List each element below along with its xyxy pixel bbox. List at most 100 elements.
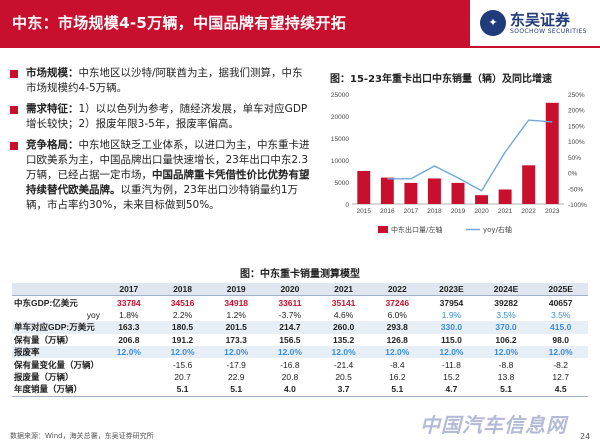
legend-swatch-bars bbox=[378, 226, 388, 233]
table-cell: 12.0% bbox=[424, 345, 479, 359]
table-cell: 126.8 bbox=[386, 334, 408, 345]
table-cell: 415.0 bbox=[533, 321, 588, 334]
table-cell: 3.7 bbox=[316, 383, 371, 397]
table-cell: 37246 bbox=[385, 297, 410, 308]
table-cell: 180.5 bbox=[155, 321, 210, 334]
table-cell: -8.2 bbox=[553, 359, 568, 370]
table-cell: 12.7 bbox=[552, 371, 569, 382]
table-cell: 20.7 bbox=[174, 371, 191, 382]
y-right-tick-label: 0% bbox=[568, 171, 578, 178]
table-column-header: 2023E bbox=[424, 283, 479, 297]
page-number: 24 bbox=[580, 432, 591, 441]
table-cell: 2.2% bbox=[172, 309, 193, 320]
bullet-key: 竞争格局： bbox=[26, 139, 79, 151]
bullet-body: 中东地区缺乏工业体系，以进口为主，中东重卡进口欧美系为主，中国品牌出口量快速增长… bbox=[26, 139, 310, 181]
table-cell: 1.8% bbox=[119, 309, 139, 320]
table-cell: 260.0 bbox=[316, 321, 371, 334]
header-divider bbox=[0, 46, 600, 48]
row-label: yoy bbox=[86, 309, 100, 320]
row-label: 保有量（万辆） bbox=[14, 334, 74, 345]
y-right-tick-label: -100% bbox=[568, 202, 587, 209]
y-left-tick-label: 10000 bbox=[331, 158, 349, 165]
table-column-header: 2018 bbox=[155, 283, 210, 297]
bar bbox=[522, 165, 536, 204]
watermark: 中国汽车信息网 bbox=[420, 413, 567, 437]
y-left-tick-label: 20000 bbox=[331, 114, 349, 121]
bullet-text: 需求特征：1）以以色列为参考，随经济发展，单车对应GDP增长较快；2）报废年限3… bbox=[26, 102, 310, 132]
table-cell: 173.3 bbox=[225, 334, 247, 345]
table-cell: 293.8 bbox=[370, 321, 425, 334]
table-column-header: 2021 bbox=[316, 283, 371, 297]
table-column-header: 2022 bbox=[370, 283, 425, 297]
table-column-header: 2025E bbox=[533, 283, 588, 297]
sales-model-table: 2017 2018 2019 2020 2021 2022 2023E 2024E 2025E 中… bbox=[12, 283, 588, 397]
source-note: 数据来源：Wind，海关总署，东吴证券研究所 bbox=[10, 432, 154, 440]
table-cell: 370.0 bbox=[478, 321, 534, 334]
row-label: 报废量（万辆） bbox=[14, 371, 74, 382]
table-cell: 214.7 bbox=[263, 321, 317, 334]
x-tick-label: 2021 bbox=[498, 208, 513, 215]
table-cell: 12.0% bbox=[533, 345, 588, 359]
bar bbox=[427, 178, 441, 204]
y-right-tick-label: 150% bbox=[568, 123, 585, 130]
page-title: 中东：市场规模4-5万辆，中国品牌有望持续开拓 bbox=[0, 0, 470, 46]
x-tick-label: 2015 bbox=[357, 208, 372, 215]
legend-label-bars: 中东出口量/左轴 bbox=[391, 225, 442, 234]
logo-text-cn: 东吴证券 bbox=[510, 11, 571, 29]
table-cell: 135.2 bbox=[332, 334, 355, 345]
bullet-key: 市场规模： bbox=[26, 67, 79, 79]
bar bbox=[475, 195, 489, 204]
row-label: 年度销量（万辆） bbox=[12, 383, 102, 397]
bar bbox=[545, 102, 559, 204]
bullet-marker-icon bbox=[10, 142, 18, 150]
y-left-tick-label: 25000 bbox=[331, 92, 349, 99]
table-column-header bbox=[12, 283, 102, 297]
table-cell: 6.0% bbox=[387, 309, 407, 320]
table-cell: 12.0% bbox=[263, 345, 317, 359]
table-column-header: 2024E bbox=[478, 283, 534, 297]
table-cell: -8.4 bbox=[389, 359, 405, 370]
bullet-highlight: 中国品牌重卡凭借性价比优势有望持续替代欧美品牌。 bbox=[26, 169, 310, 196]
bullet-list: 市场规模：中东地区以沙特/阿联酋为主，据我们测算，中东市场规模约4-5万辆。 需… bbox=[10, 66, 310, 219]
y-right-tick-label: 50% bbox=[568, 155, 581, 162]
table-cell: 330.0 bbox=[424, 321, 479, 334]
table-cell: 40657 bbox=[548, 297, 573, 308]
table-cell: 1.2% bbox=[226, 309, 246, 320]
table-cell: 13.8 bbox=[497, 371, 515, 382]
table-cell: 37954 bbox=[439, 297, 464, 308]
bullet-marker-icon bbox=[10, 70, 18, 78]
table-cell: 16.2 bbox=[389, 371, 406, 382]
y-right-tick-label: 200% bbox=[568, 108, 585, 115]
table-row: 单车对应GDP:万美元 163.3 180.5 201.5 214.7 260.0 293.… bbox=[12, 321, 588, 334]
x-tick-label: 2022 bbox=[521, 208, 536, 215]
y-right-tick-label: 250% bbox=[568, 92, 585, 99]
legend-label-line: yoy/右轴 bbox=[483, 225, 512, 234]
y-left-tick-label: 5000 bbox=[335, 180, 350, 187]
y-right-tick-label: -50% bbox=[568, 186, 583, 193]
bullet-text: 市场规模：中东地区以沙特/阿联酋为主，据我们测算，中东市场规模约4-5万辆。 bbox=[26, 66, 310, 96]
table-cell: 12.0% bbox=[478, 345, 534, 359]
table-cell: 4.6% bbox=[333, 309, 354, 320]
bullet-demand: 需求特征：1）以以色列为参考，随经济发展，单车对应GDP增长较快；2）报废年限3… bbox=[10, 102, 310, 132]
table-cell: 12.0% bbox=[370, 345, 425, 359]
row-label: 单车对应GDP:万美元 bbox=[12, 321, 102, 334]
table-column-header: 2019 bbox=[209, 283, 264, 297]
x-tick-label: 2020 bbox=[474, 208, 489, 215]
bullet-market-size: 市场规模：中东地区以沙特/阿联酋为主，据我们测算，中东市场规模约4-5万辆。 bbox=[10, 66, 310, 96]
yoy-line bbox=[387, 119, 553, 192]
table-cell: -15.6 bbox=[172, 359, 193, 370]
table-cell: 201.5 bbox=[209, 321, 264, 334]
table-cell: -17.9 bbox=[226, 359, 246, 370]
table-cell: -16.8 bbox=[280, 359, 300, 370]
row-label: 保有量变化量（万辆） bbox=[14, 359, 100, 370]
table-cell: 5.1 bbox=[209, 383, 264, 397]
y-left-tick-label: 15000 bbox=[331, 136, 349, 143]
table-row: 年度销量（万辆） 5.1 5.1 4.0 3.7 5.1 4.7 5.1 4.5 bbox=[12, 383, 588, 397]
table-cell: 34918 bbox=[224, 297, 249, 308]
table-cell: -11.8 bbox=[442, 359, 461, 370]
table-row: 保有量变化量（万辆） -15.6 -17.9 -16.8 -21.4 -8.4 -11.8 -… bbox=[12, 358, 588, 370]
bar bbox=[498, 189, 512, 204]
table-cell: 39282 bbox=[494, 297, 518, 308]
bullet-marker-icon bbox=[10, 106, 18, 114]
table-cell: 12.0% bbox=[316, 345, 371, 359]
